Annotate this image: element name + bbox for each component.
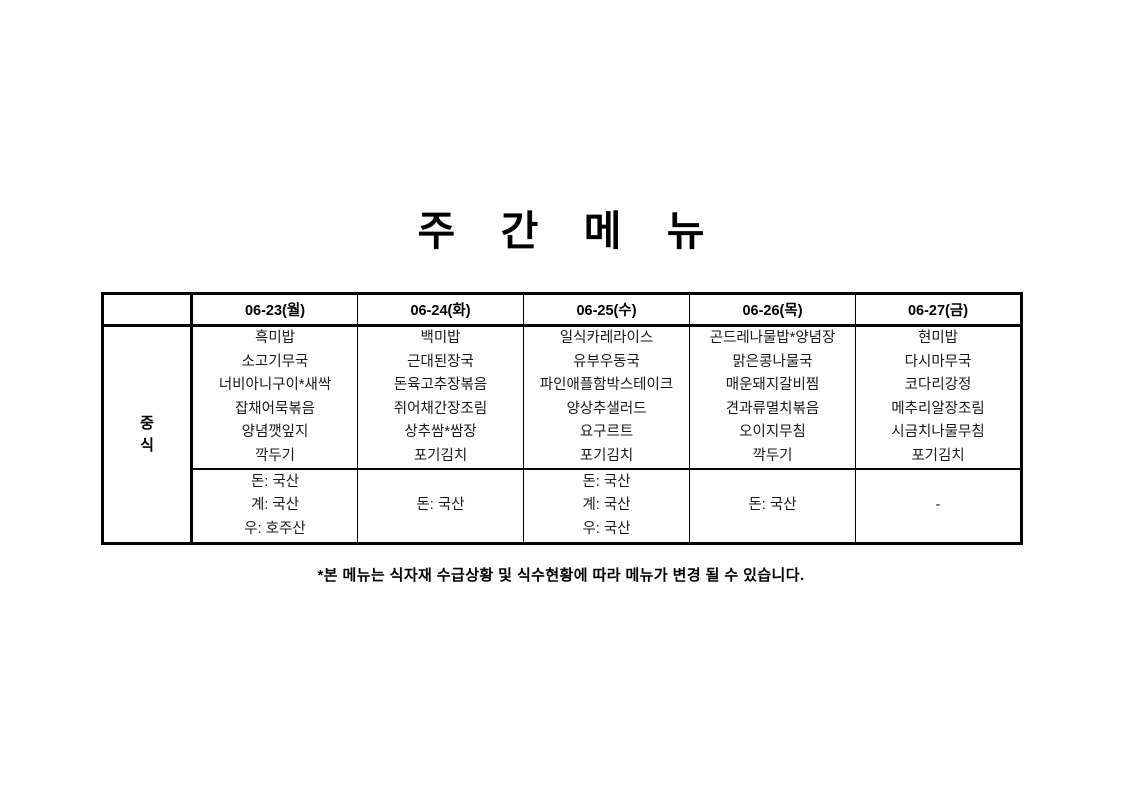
- menu-dish: 견과류멸치볶음: [725, 400, 820, 417]
- origin-line: 돈: 국산: [748, 497, 797, 514]
- column-header-fri: 06-27(금): [855, 293, 1022, 327]
- origin-cell-tue: 돈: 국산: [357, 468, 524, 544]
- menu-dish: 곤드레나물밥*양념장: [709, 330, 836, 346]
- menu-dish: 파인애플함박스테이크: [539, 377, 674, 393]
- menu-dish: 오이지무침: [739, 424, 806, 440]
- menu-dish: 쥐어채간장조림: [393, 400, 488, 417]
- menu-cell-thu: 곤드레나물밥*양념장 맑은콩나물국 매운돼지갈비찜 견과류멸치볶음 오이지무침 …: [689, 325, 856, 470]
- menu-dish: 너비아니구이*새싹: [218, 377, 332, 393]
- menu-dish: 포기김치: [413, 447, 468, 464]
- origin-cell-fri: -: [855, 468, 1022, 544]
- menu-row: 중 식 흑미밥 소고기무국 너비아니구이*새싹 잡채어묵볶음 양념깻잎지 깍두기…: [102, 325, 1022, 544]
- menu-dish: 근대된장국: [407, 353, 474, 370]
- menu-dish: 요구르트: [579, 424, 634, 440]
- menu-dish: 깍두기: [752, 447, 793, 464]
- menu-dish: 현미밥: [917, 330, 959, 346]
- origin-line: 돈: 국산: [250, 473, 300, 490]
- menu-dish: 상추쌈*쌈장: [404, 424, 477, 440]
- row-label-line-1: 중: [140, 414, 154, 432]
- menu-dish: 양념깻잎지: [241, 424, 309, 440]
- menu-cell-wed: 일식카레라이스 유부우동국 파인애플함박스테이크 양상추샐러드 요구르트 포기김…: [523, 325, 690, 470]
- menu-dish: 매운돼지갈비찜: [725, 377, 820, 393]
- column-header-wed: 06-25(수): [523, 293, 690, 327]
- column-header-tue: 06-24(화): [357, 293, 524, 327]
- menu-dish: 포기김치: [579, 447, 634, 464]
- menu-dish: 메추리알장조림: [891, 400, 985, 417]
- origin-cell-thu: 돈: 국산: [689, 468, 856, 544]
- row-label-lunch: 중 식: [102, 325, 193, 544]
- menu-dish: 시금치나물무침: [891, 424, 985, 440]
- origin-line: 계: 국산: [582, 497, 631, 514]
- header-corner-blank: [102, 293, 193, 327]
- origin-line: -: [935, 497, 941, 514]
- origin-line: 계: 국산: [250, 497, 300, 514]
- menu-dish: 흑미밥: [254, 330, 296, 346]
- menu-cell-tue: 백미밥 근대된장국 돈육고추장볶음 쥐어채간장조림 상추쌈*쌈장 포기김치: [357, 325, 524, 470]
- page-title: 주 간 메 뉴: [417, 208, 722, 254]
- table-header-row: 06-23(월) 06-24(화) 06-25(수) 06-26(목) 06-2…: [102, 293, 1022, 327]
- menu-dish: 코다리강정: [904, 377, 972, 393]
- menu-dish: 다시마무국: [904, 353, 972, 370]
- menu-dish: 유부우동국: [573, 353, 640, 370]
- weekly-menu-table: 06-23(월) 06-24(화) 06-25(수) 06-26(목) 06-2…: [101, 292, 1023, 545]
- origin-line: 돈: 국산: [416, 497, 465, 514]
- footnote-text: *본 메뉴는 식자재 수급상황 및 식수현황에 따라 메뉴가 변경 될 수 있습…: [317, 567, 805, 584]
- menu-dish: 양상추샐러드: [566, 400, 647, 417]
- menu-dish: 잡채어묵볶음: [234, 400, 316, 417]
- row-label-line-2: 식: [140, 436, 154, 454]
- menu-dish: 돈육고추장볶음: [393, 377, 488, 393]
- column-header-thu: 06-26(목): [689, 293, 856, 327]
- origin-line: 우: 호주산: [244, 520, 306, 537]
- menu-dish: 포기김치: [911, 447, 965, 464]
- menu-dish: 일식카레라이스: [559, 330, 654, 346]
- origin-line: 돈: 국산: [582, 473, 631, 490]
- origin-cell-wed: 돈: 국산 계: 국산 우: 국산: [523, 468, 690, 544]
- column-header-mon: 06-23(월): [191, 293, 358, 327]
- origin-cell-mon: 돈: 국산 계: 국산 우: 호주산: [191, 468, 358, 544]
- menu-cell-fri: 현미밥 다시마무국 코다리강정 메추리알장조림 시금치나물무침 포기김치: [855, 325, 1022, 470]
- menu-dish: 소고기무국: [241, 353, 309, 370]
- menu-dish: 맑은콩나물국: [732, 353, 813, 370]
- origin-line: 우: 국산: [582, 520, 631, 537]
- origin-row: 돈: 국산 계: 국산 우: 호주산 돈: 국산 돈: 국산 계: 국산 우: …: [103, 468, 1022, 544]
- menu-dish: 깍두기: [254, 447, 296, 464]
- menu-cell-mon: 흑미밥 소고기무국 너비아니구이*새싹 잡채어묵볶음 양념깻잎지 깍두기: [191, 325, 358, 470]
- menu-dish: 백미밥: [420, 330, 461, 346]
